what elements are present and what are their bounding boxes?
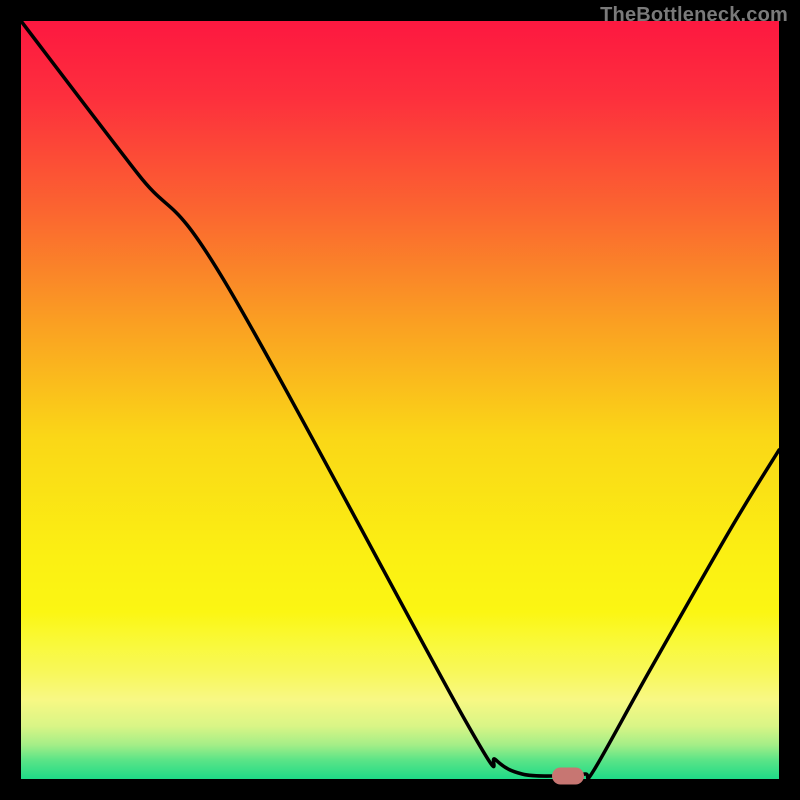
bottleneck-curve — [21, 21, 779, 779]
highlight-marker — [552, 768, 584, 785]
curve-layer — [21, 21, 779, 779]
plot-area — [21, 21, 779, 779]
chart-container: TheBottleneck.com — [0, 0, 800, 800]
watermark-text: TheBottleneck.com — [600, 4, 788, 27]
